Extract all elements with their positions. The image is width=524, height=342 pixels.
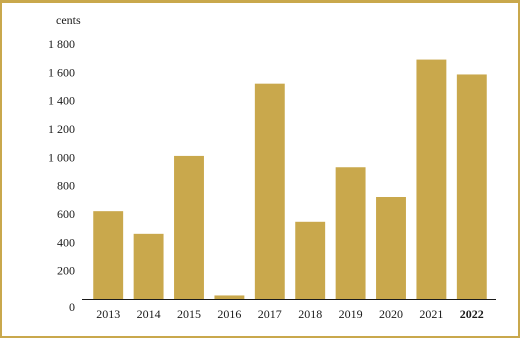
- y-tick-label: 0: [69, 300, 75, 314]
- bar-2018: [295, 221, 326, 299]
- y-tick-label: 200: [57, 264, 75, 278]
- x-tick-label: 2015: [177, 307, 201, 321]
- y-axis-ticks: 0 200 400 600 800 1 000 1 200 1 400 1 600 1 800: [48, 37, 75, 314]
- bar-2022: [456, 74, 487, 300]
- y-axis-unit-label: cents: [56, 13, 81, 27]
- x-tick-label: 2016: [217, 307, 241, 321]
- y-tick-label: 400: [57, 235, 75, 249]
- y-tick-label: 1 000: [48, 150, 75, 164]
- bar-2020: [376, 197, 406, 299]
- bar-2015: [174, 155, 204, 299]
- x-tick-label: 2014: [137, 307, 161, 321]
- y-tick-label: 800: [57, 179, 75, 193]
- x-tick-label: 2018: [298, 307, 322, 321]
- bars: [93, 59, 487, 300]
- y-tick-label: 1 600: [48, 65, 75, 79]
- bar-2021: [416, 59, 447, 299]
- x-tick-label: 2019: [339, 307, 363, 321]
- x-tick-label: 2021: [419, 307, 443, 321]
- x-tick-label: 2017: [258, 307, 282, 321]
- bar-2013: [93, 211, 124, 299]
- bar-2014: [133, 233, 164, 299]
- y-tick-label: 1 200: [48, 122, 75, 136]
- bar-2016: [214, 295, 245, 299]
- x-tick-label: 2022: [460, 307, 484, 321]
- y-tick-label: 1 400: [48, 94, 75, 108]
- x-tick-label: 2020: [379, 307, 403, 321]
- y-tick-label: 600: [57, 207, 75, 221]
- bar-2017: [254, 83, 285, 299]
- bar-2019: [335, 167, 366, 299]
- x-axis-ticks: 2013 2014 2015 2016 2017 2018 2019 2020 2021 2022: [96, 307, 484, 321]
- x-tick-label: 2013: [96, 307, 120, 321]
- y-tick-label: 1 800: [48, 37, 75, 51]
